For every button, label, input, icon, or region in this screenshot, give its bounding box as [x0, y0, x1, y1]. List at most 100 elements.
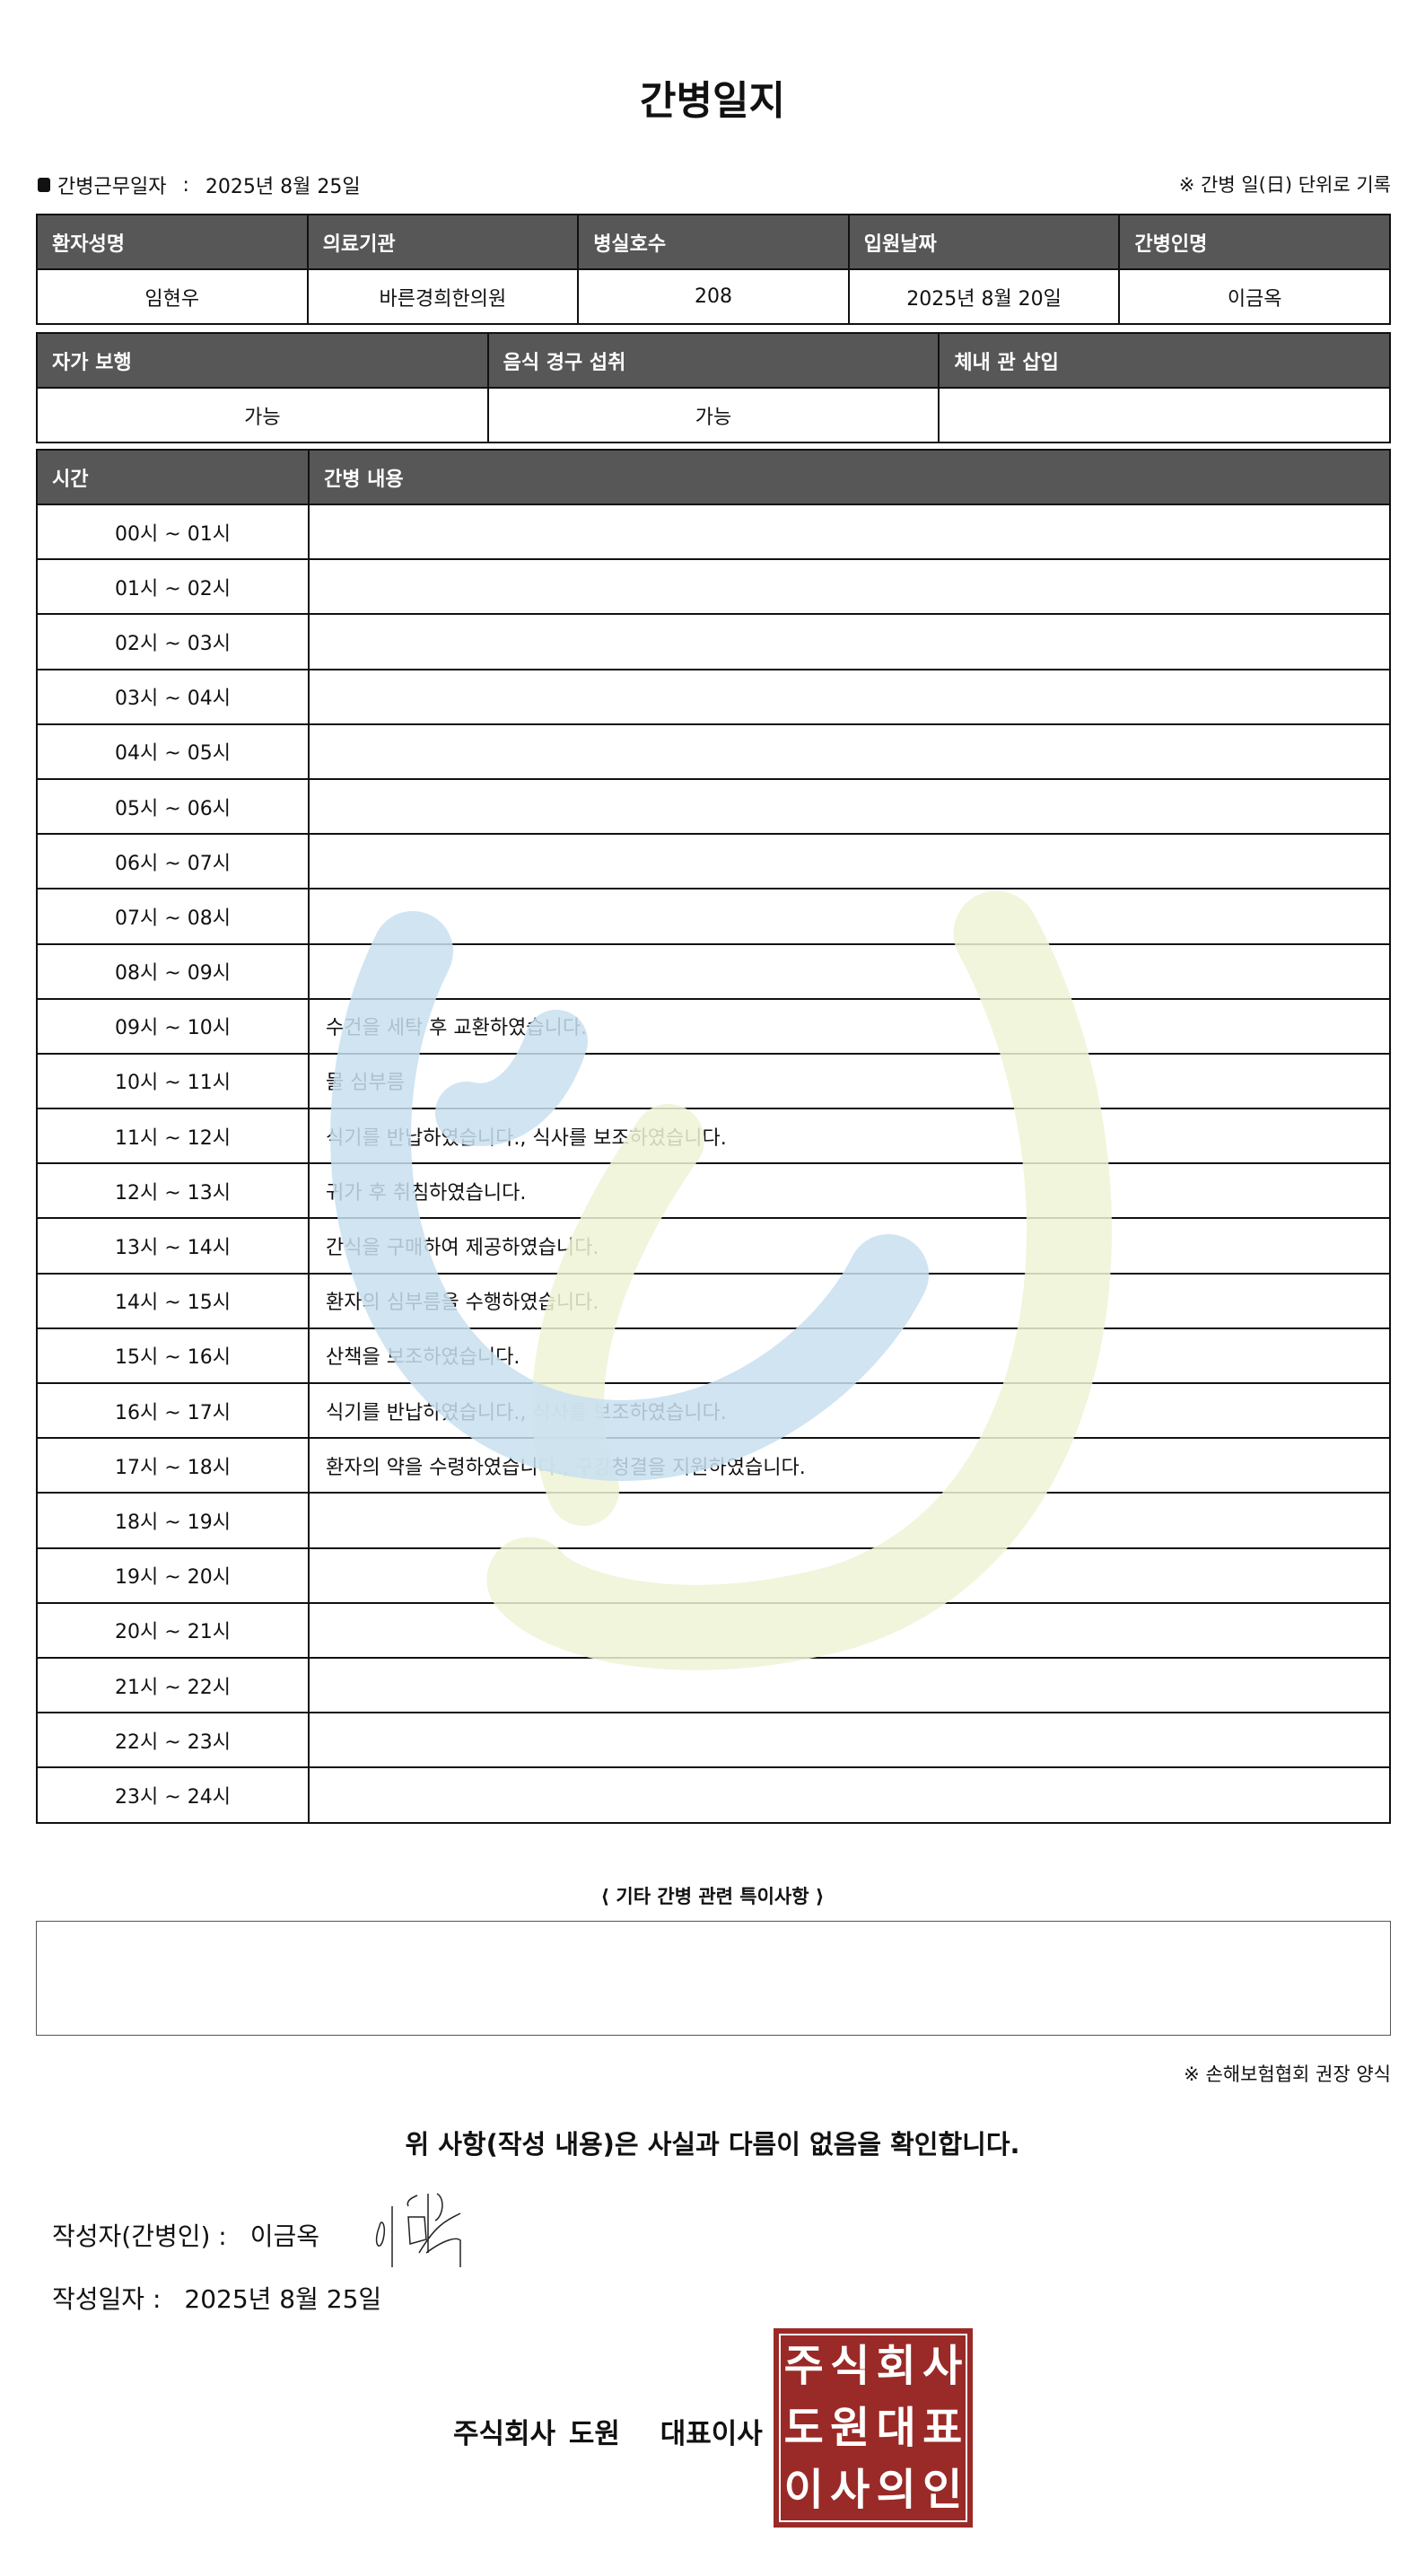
table-row: 03시 ~ 04시: [36, 668, 1391, 725]
table-row: 04시 ~ 05시: [36, 723, 1391, 780]
time-cell: 00시 ~ 01시: [36, 503, 310, 561]
work-date-line: 간병근무일자 : 2025년 8월 25일: [38, 171, 361, 199]
signature-image: [375, 2193, 461, 2267]
table-row: 20시 ~ 21시: [36, 1601, 1391, 1659]
insurance-note: ※ 손해보험협회 권장 양식: [1184, 2063, 1391, 2085]
content-cell: [308, 942, 1391, 1000]
stamp-glyph: 사: [830, 2464, 870, 2515]
confirm-statement: 위 사항(작성 내용)은 사실과 다름이 없음을 확인합니다.: [405, 2129, 1020, 2160]
time-cell: 21시 ~ 22시: [36, 1656, 310, 1714]
page-title: 간병일지: [640, 78, 785, 124]
stamp-glyph: 대: [876, 2402, 916, 2453]
time-cell: 02시 ~ 03시: [36, 613, 310, 670]
write-date-line: 작성일자 : 2025년 8월 25일: [52, 2280, 381, 2316]
time-cell: 05시 ~ 06시: [36, 777, 310, 836]
content-cell: 식기를 반납하였습니다., 식사를 보조하였습니다.: [308, 1108, 1391, 1165]
time-cell: 08시 ~ 09시: [36, 942, 310, 1000]
caregiver-name: 이금옥: [1118, 268, 1391, 325]
ability-table: 자가 보행 음식 경구 섭취 체내 관 삽입 가능 가능: [36, 332, 1391, 443]
content-cell: 산책을 보조하였습니다.: [308, 1327, 1391, 1385]
content-cell: 수건을 세탁 후 교환하였습니다.: [308, 997, 1391, 1055]
header-tube: 체내 관 삽입: [938, 332, 1391, 389]
header-caregiver: 간병인명: [1118, 214, 1391, 270]
write-date-value: 2025년 8월 25일: [184, 2284, 382, 2314]
table-row: 08시 ~ 09시: [36, 942, 1391, 1000]
table-row: 22시 ~ 23시: [36, 1712, 1391, 1769]
table-row: 19시 ~ 20시: [36, 1546, 1391, 1604]
content-cell: 귀가 후 취침하였습니다.: [308, 1162, 1391, 1220]
table-row: 13시 ~ 14시 간식을 구매하여 제공하였습니다.: [36, 1217, 1391, 1275]
write-date-label: 작성일자 :: [52, 2284, 162, 2314]
content-cell: [308, 723, 1391, 780]
content-cell: [308, 503, 1391, 561]
table-row: 12시 ~ 13시 귀가 후 취침하였습니다.: [36, 1162, 1391, 1220]
table-row: 14시 ~ 15시 환자의 심부름을 수행하였습니다.: [36, 1272, 1391, 1329]
time-cell: 07시 ~ 08시: [36, 888, 310, 945]
header-walking: 자가 보행: [36, 332, 489, 389]
writer-label: 작성자(간병인) :: [52, 2221, 227, 2251]
time-cell: 23시 ~ 24시: [36, 1766, 310, 1824]
content-cell: [308, 888, 1391, 945]
content-cell: 환자의 심부름을 수행하였습니다.: [308, 1272, 1391, 1329]
time-cell: 03시 ~ 04시: [36, 668, 310, 725]
content-cell: [308, 1601, 1391, 1659]
content-cell: [308, 558, 1391, 616]
stamp-glyph: 이: [783, 2464, 824, 2515]
company-line: 주식회사 도원 대표이사: [453, 2411, 763, 2451]
content-cell: [308, 1492, 1391, 1549]
time-cell: 06시 ~ 07시: [36, 833, 310, 890]
time-cell: 17시 ~ 18시: [36, 1437, 310, 1494]
stamp-glyph: 의: [876, 2464, 916, 2515]
table-row: 07시 ~ 08시: [36, 888, 1391, 945]
time-cell: 09시 ~ 10시: [36, 997, 310, 1055]
time-cell: 12시 ~ 13시: [36, 1162, 310, 1220]
writer-name: 이금옥: [249, 2221, 320, 2251]
content-cell: [308, 777, 1391, 836]
room-number: 208: [577, 268, 850, 325]
content-cell: [308, 1656, 1391, 1714]
content-cell: 식기를 반납하였습니다., 식사를 보조하였습니다.: [308, 1381, 1391, 1440]
etc-notes-box: [36, 1921, 1391, 2036]
time-cell: 22시 ~ 23시: [36, 1712, 310, 1769]
time-cell: 16시 ~ 17시: [36, 1381, 310, 1440]
stamp-glyph: 사: [922, 2341, 963, 2392]
table-row: 11시 ~ 12시 식기를 반납하였습니다., 식사를 보조하였습니다.: [36, 1108, 1391, 1165]
work-date-sep: :: [182, 173, 189, 197]
stamp-glyph: 표: [922, 2402, 963, 2453]
hospital: 바른경희한의원: [306, 268, 580, 325]
header-oral-intake: 음식 경구 섭취: [486, 332, 940, 389]
work-date-value: 2025년 8월 25일: [205, 176, 361, 198]
time-cell: 10시 ~ 11시: [36, 1052, 310, 1110]
time-cell: 01시 ~ 02시: [36, 558, 310, 616]
content-cell: [308, 1766, 1391, 1824]
admit-date: 2025년 8월 20일: [847, 268, 1121, 325]
company-name: 주식회사 도원: [453, 2418, 620, 2450]
table-row: 02시 ~ 03시: [36, 613, 1391, 670]
table-row: 17시 ~ 18시 환자의 약을 수령하였습니다., 구강청결을 지원하였습니다.: [36, 1437, 1391, 1494]
table-row: 09시 ~ 10시 수건을 세탁 후 교환하였습니다.: [36, 997, 1391, 1055]
stamp-glyph: 회: [876, 2341, 916, 2392]
care-log-table: 시간 간병 내용 00시 ~ 01시 01시 ~ 02시 02시 ~ 03시 03시 …: [36, 449, 1391, 1824]
stamp-glyph: 인: [922, 2464, 963, 2515]
header-patient-name: 환자성명: [36, 214, 309, 270]
etc-label: ⟨ 기타 간병 관련 특이사항 ⟩: [600, 1886, 825, 1907]
time-cell: 19시 ~ 20시: [36, 1546, 310, 1604]
stamp-glyph: 원: [830, 2402, 870, 2453]
content-cell: 물 심부름: [308, 1052, 1391, 1110]
table-row: 06시 ~ 07시: [36, 833, 1391, 890]
oral-intake-value: 가능: [486, 387, 940, 443]
header-admit-date: 입원날짜: [847, 214, 1121, 270]
table-row: 01시 ~ 02시: [36, 558, 1391, 616]
table-row: 00시 ~ 01시: [36, 503, 1391, 561]
table-row: 21시 ~ 22시: [36, 1656, 1391, 1714]
table-row: 05시 ~ 06시: [36, 777, 1391, 836]
time-cell: 13시 ~ 14시: [36, 1217, 310, 1275]
tube-value: [938, 387, 1391, 443]
content-cell: [308, 668, 1391, 725]
stamp-glyph: 도: [783, 2402, 824, 2453]
walking-value: 가능: [36, 387, 489, 443]
company-role: 대표이사: [660, 2418, 763, 2450]
table-row: 18시 ~ 19시: [36, 1492, 1391, 1549]
unit-note: ※ 간병 일(日) 단위로 기록: [1178, 174, 1391, 196]
